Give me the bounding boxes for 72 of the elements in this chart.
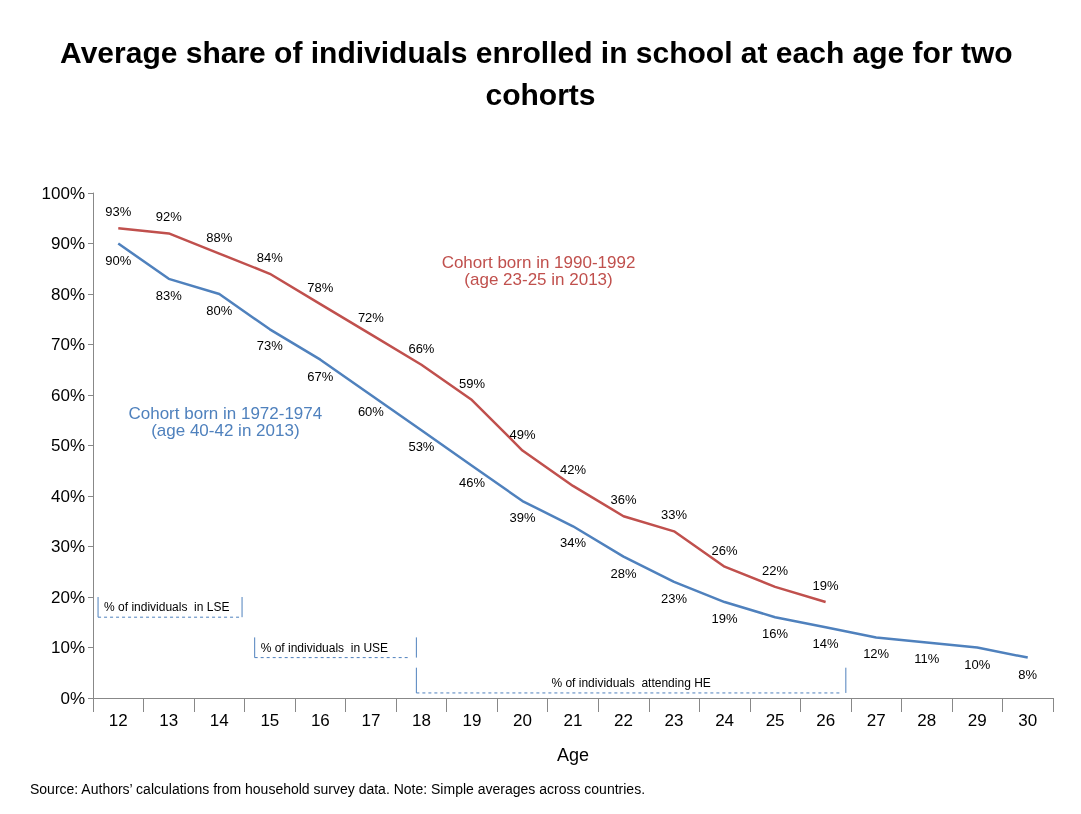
chart-title: Average share of individuals enrolled in school at each age for two cohorts [60, 35, 1021, 111]
y-tick-label: 50% [50, 436, 85, 455]
x-tick-label: 22 [614, 711, 633, 730]
data-label: 72% [357, 310, 385, 326]
data-label: 34% [559, 535, 587, 551]
x-axis-title: Age [556, 745, 590, 765]
data-label: 23% [661, 590, 688, 606]
x-tick-label: 15 [260, 711, 280, 730]
x-tick-label: 29 [967, 711, 987, 730]
x-tick-label: 14 [209, 711, 229, 730]
annotation: % of individuals in USE [260, 640, 389, 655]
data-label: 14% [812, 636, 840, 652]
y-tick-label: 10% [50, 638, 85, 657]
x-tick-label: 12 [108, 711, 128, 730]
source-note: Source: Authors’ calculations from household survey data. Note: Simple averages across countries. [30, 781, 646, 797]
data-label: 26% [711, 542, 739, 558]
x-tick-label: 19 [462, 711, 482, 730]
x-tick-label: 18 [411, 711, 431, 730]
data-label: 90% [105, 252, 132, 268]
x-tick-label: 16 [310, 711, 330, 730]
data-label: 93% [105, 204, 132, 220]
data-label: 11% [914, 651, 940, 667]
x-tick-label: 23 [664, 711, 684, 730]
data-label: 66% [408, 340, 435, 356]
y-tick-label: 70% [50, 335, 85, 354]
data-label: 22% [762, 562, 789, 578]
data-label: 12% [863, 646, 890, 662]
data-label: 49% [509, 426, 536, 442]
y-tick-label: 30% [50, 537, 85, 556]
x-tick-label: 20 [513, 711, 532, 730]
y-tick-label: 60% [50, 385, 85, 405]
data-label: 19% [812, 578, 840, 594]
data-label: 60% [357, 404, 385, 419]
x-tick-label: 30 [1018, 711, 1038, 730]
data-label: 8% [1018, 666, 1038, 682]
data-label: 16% [762, 626, 789, 642]
data-label: 78% [307, 280, 334, 296]
data-label: 53% [408, 439, 435, 455]
data-label: 67% [307, 368, 334, 384]
data-label: 92% [155, 209, 183, 225]
data-label: 19% [711, 611, 739, 627]
x-tick-label: 25 [765, 711, 785, 730]
annotation: % of individuals attending HE [551, 675, 711, 690]
x-tick-label: 27 [866, 711, 886, 730]
data-label: 84% [256, 249, 284, 265]
x-tick-label: 21 [563, 711, 583, 730]
x-tick-label: 13 [159, 711, 179, 730]
x-tick-label: 26 [816, 711, 836, 730]
y-tick-label: 80% [50, 284, 85, 304]
data-label: 83% [155, 287, 183, 303]
y-tick-label: 20% [50, 587, 85, 607]
x-tick-label: 17 [361, 711, 381, 730]
x-tick-label: 24 [715, 711, 735, 730]
y-tick-label: 100% [41, 183, 85, 203]
data-label: 88% [206, 229, 233, 245]
data-label: 42% [559, 461, 587, 477]
data-label: 46% [458, 474, 486, 490]
data-label: 59% [458, 376, 486, 392]
text: Cohort born in 1972-1974 (age 40-42 in 2013) [128, 404, 323, 441]
text: Cohort born in 1990-1992 (age 23-25 in 2013) [441, 252, 636, 289]
data-label: 36% [610, 492, 637, 508]
x-tick-label: 28 [917, 711, 937, 730]
data-label: 39% [509, 510, 536, 526]
y-tick-label: 90% [50, 234, 85, 253]
data-label: 80% [206, 303, 233, 318]
annotation: % of individuals in LSE [104, 600, 230, 615]
data-label: 28% [610, 565, 637, 581]
y-tick-label: 0% [60, 688, 85, 708]
data-label: 73% [256, 338, 284, 354]
data-label: 33% [661, 507, 688, 523]
y-tick-label: 40% [50, 486, 85, 506]
data-label: 10% [964, 656, 991, 672]
